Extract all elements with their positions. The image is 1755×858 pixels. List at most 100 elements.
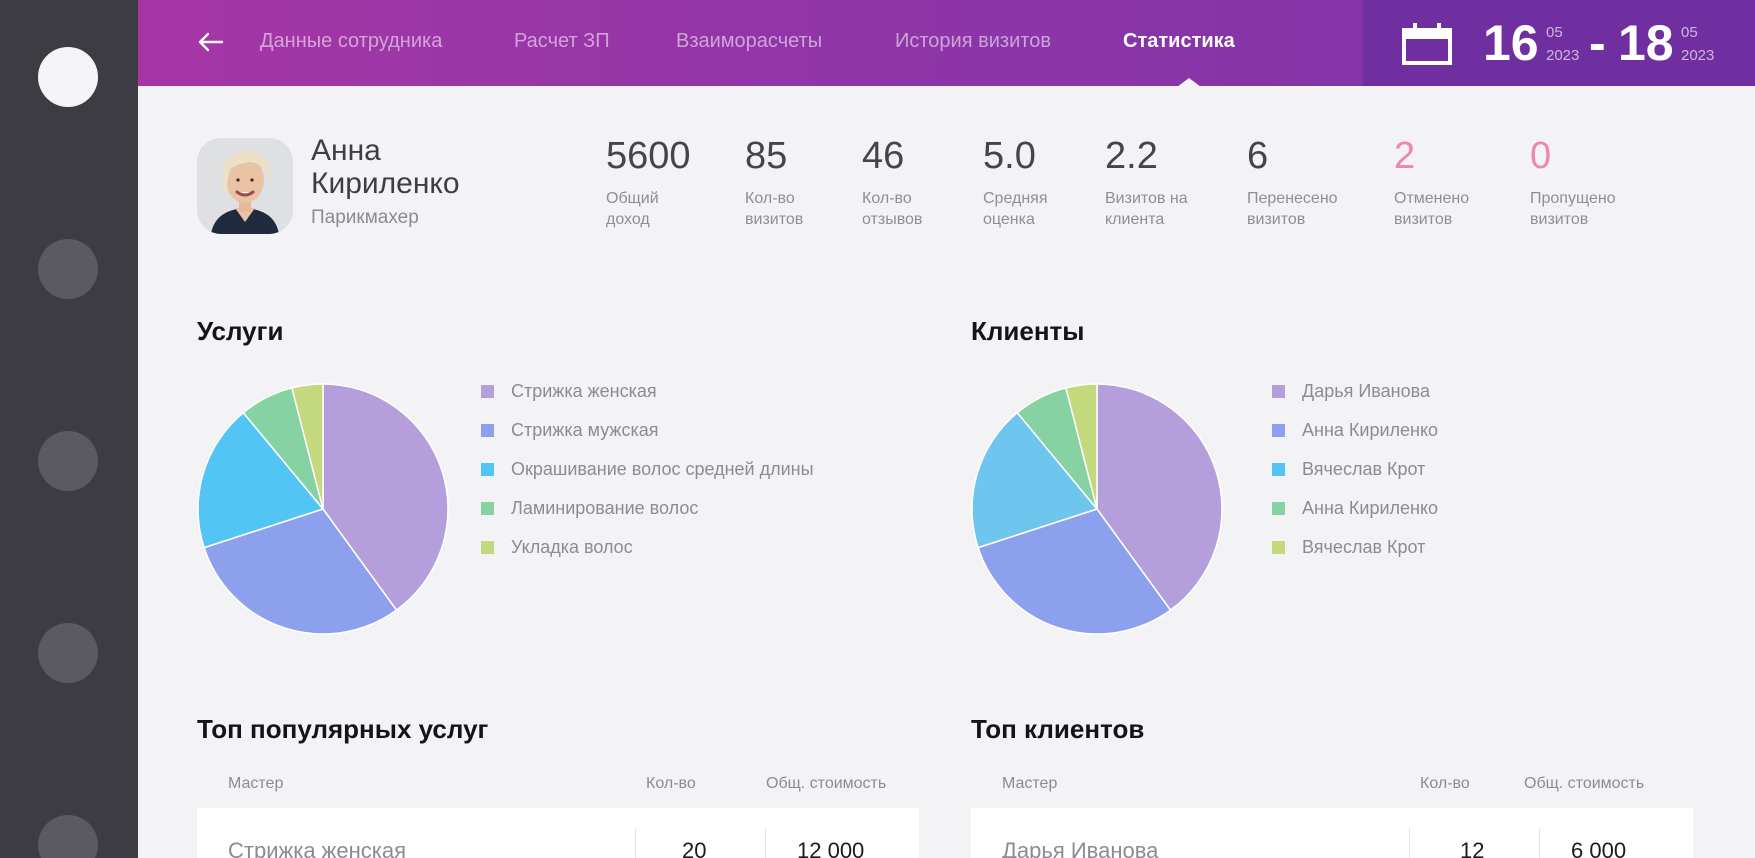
table-row[interactable]: Дарья Иванова 12 6 000 <box>971 808 1693 858</box>
legend-label: Анна Кириленко <box>1302 420 1439 440</box>
legend-swatch <box>481 541 494 554</box>
tab-settlements[interactable]: Взаиморасчеты <box>676 30 823 52</box>
tab-salary[interactable]: Расчет ЗП <box>514 30 610 52</box>
service-count: 20 <box>682 838 707 858</box>
stat-label: Визитов на клиента <box>1105 190 1188 228</box>
legend-swatch <box>1272 502 1285 515</box>
legend-item: Анна Кириленко <box>1272 498 1438 537</box>
legend-label: Дарья Иванова <box>1302 381 1430 401</box>
client-total: 6 000 <box>1571 838 1627 858</box>
services-pie-chart <box>197 383 449 635</box>
legend-item: Укладка волос <box>481 537 814 576</box>
legend-item: Анна Кириленко <box>1272 420 1438 459</box>
pie-slice <box>977 508 1172 635</box>
sidebar <box>0 0 138 858</box>
sidebar-item-active[interactable] <box>38 47 98 107</box>
column-divider <box>635 828 636 858</box>
tab-statistics[interactable]: Статистика <box>1123 30 1235 52</box>
top-services-title: Топ популярных услуг <box>197 714 489 744</box>
stat-label: Пропущено визитов <box>1530 190 1616 228</box>
stat-label: Перенесено визитов <box>1247 190 1338 228</box>
active-tab-pointer <box>1177 78 1201 87</box>
stat-visits-per-client: 2.2 Визитов на клиента <box>1105 134 1205 230</box>
legend-label: Вячеслав Крот <box>1302 459 1426 479</box>
pie-slice <box>1096 383 1223 612</box>
pie-slice <box>1065 383 1098 510</box>
tab-employee-data[interactable]: Данные сотрудника <box>260 30 443 52</box>
tab-visit-history[interactable]: История визитов <box>895 30 1051 52</box>
legend-item: Стрижка женская <box>481 381 814 420</box>
legend-swatch <box>481 385 494 398</box>
legend-label: Анна Кириленко <box>1302 498 1439 518</box>
date-range-picker[interactable]: 16 05 2023 - 18 05 2023 <box>1363 0 1755 86</box>
date-from-day: 16 <box>1483 15 1539 71</box>
stat-missed: 0 Пропущено визитов <box>1530 134 1630 230</box>
client-count: 12 <box>1460 838 1485 858</box>
sidebar-item[interactable] <box>38 623 98 683</box>
legend-item: Окрашивание волос средней длины <box>481 459 814 498</box>
stat-reviews-count: 46 Кол-во отзывов <box>862 134 942 230</box>
legend-item: Стрижка мужская <box>481 420 814 459</box>
pie-slice <box>291 383 324 510</box>
clients-legend: Дарья Иванова Анна Кириленко Вячеслав Кр… <box>1272 381 1438 576</box>
pie-slice <box>322 383 449 612</box>
date-to-month: 05 <box>1681 24 1698 41</box>
column-header-master: Мастер <box>228 775 284 792</box>
stat-value: 5600 <box>606 135 691 177</box>
legend-swatch <box>1272 424 1285 437</box>
service-total: 12 000 <box>797 838 865 858</box>
stat-label: Общий доход <box>606 190 659 228</box>
legend-label: Стрижка мужская <box>511 420 659 440</box>
legend-swatch <box>481 463 494 476</box>
legend-swatch <box>1272 463 1285 476</box>
sidebar-item[interactable] <box>38 815 98 858</box>
stat-value: 2.2 <box>1105 135 1158 177</box>
column-header-total: Общ. стоимость <box>766 775 887 792</box>
service-name: Стрижка женская <box>228 838 407 858</box>
legend-label: Вячеслав Крот <box>1302 537 1426 557</box>
stat-value: 2 <box>1394 135 1416 177</box>
column-header-total: Общ. стоимость <box>1524 775 1645 792</box>
client-name: Дарья Иванова <box>1002 838 1159 858</box>
table-row[interactable]: Стрижка женская 20 12 000 <box>197 808 919 858</box>
date-from-year: 2023 <box>1546 47 1580 64</box>
stat-value: 46 <box>862 135 905 177</box>
legend-label: Окрашивание волос средней длины <box>511 459 814 479</box>
pie-slice <box>197 411 325 549</box>
legend-label: Укладка волос <box>511 537 633 557</box>
pie-slice <box>203 508 398 635</box>
legend-item: Вячеслав Крот <box>1272 537 1438 576</box>
stat-label: Кол-во визитов <box>745 190 804 228</box>
services-title: Услуги <box>197 316 284 346</box>
stat-label: Средняя оценка <box>983 190 1048 228</box>
legend-swatch <box>481 424 494 437</box>
stat-rescheduled: 6 Перенесено визитов <box>1247 134 1357 230</box>
avatar <box>197 138 293 234</box>
legend-label: Ламинирование волос <box>511 498 699 518</box>
legend-swatch <box>481 502 494 515</box>
legend-item: Ламинирование волос <box>481 498 814 537</box>
column-divider <box>1409 828 1410 858</box>
sidebar-item[interactable] <box>38 431 98 491</box>
column-divider <box>1539 828 1540 858</box>
legend-swatch <box>1272 541 1285 554</box>
legend-label: Стрижка женская <box>511 381 657 401</box>
column-divider <box>765 828 766 858</box>
stat-label: Кол-во отзывов <box>862 190 923 228</box>
stat-value: 6 <box>1247 135 1269 177</box>
stat-value: 85 <box>745 135 788 177</box>
employee-name: Анна Кириленко <box>311 134 460 200</box>
column-header-count: Кол-во <box>1420 775 1470 792</box>
date-to-year: 2023 <box>1681 47 1715 64</box>
column-header-count: Кол-во <box>646 775 696 792</box>
stat-average-rating: 5.0 Средняя оценка <box>983 134 1063 230</box>
stat-cancelled: 2 Отменено визитов <box>1394 134 1494 230</box>
column-header-master: Мастер <box>1002 775 1058 792</box>
arrow-left-icon[interactable] <box>194 26 226 58</box>
date-from-month: 05 <box>1546 24 1563 41</box>
sidebar-item[interactable] <box>38 239 98 299</box>
employee-role: Парикмахер <box>311 207 419 228</box>
calendar-icon <box>1401 22 1453 66</box>
clients-title: Клиенты <box>971 316 1085 346</box>
stat-total-income: 5600 Общий доход <box>606 134 691 230</box>
